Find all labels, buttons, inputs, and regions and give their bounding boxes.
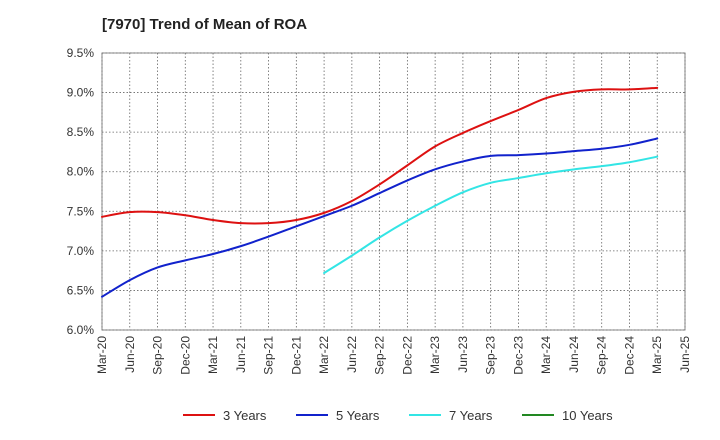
x-tick-label: Jun-24	[567, 336, 581, 373]
y-tick-label: 8.0%	[67, 165, 95, 179]
series-line-5-years	[101, 137, 659, 298]
x-tick-label: Jun-21	[234, 336, 248, 373]
x-tick-label: Dec-21	[289, 336, 303, 375]
y-tick-label: 7.0%	[67, 244, 95, 258]
x-tick-label: Sep-24	[595, 336, 609, 375]
series-line-3-years	[101, 86, 659, 225]
x-tick-label: Sep-20	[151, 336, 165, 375]
x-tick-label: Sep-23	[484, 336, 498, 375]
x-tick-label: Dec-23	[511, 336, 525, 375]
x-tick-label: Jun-25	[678, 336, 692, 373]
legend: 3 Years 5 Years 7 Years 10 Years	[183, 408, 613, 423]
plot-area	[101, 52, 686, 331]
y-tick-label: 6.5%	[67, 283, 95, 297]
legend-label-3-years: 3 Years	[223, 408, 267, 423]
x-tick-label: Jun-22	[345, 336, 359, 373]
series-line-7-years	[323, 155, 659, 275]
x-tick-label: Sep-22	[373, 336, 387, 375]
y-axis-ticks: 6.0% 6.5% 7.0% 7.5% 8.0% 8.5% 9.0% 9.5%	[67, 46, 95, 337]
grid	[101, 52, 686, 331]
x-tick-label: Mar-21	[206, 336, 220, 374]
chart-title: [7970] Trend of Mean of ROA	[102, 16, 307, 33]
x-tick-label: Jun-20	[123, 336, 137, 373]
x-tick-label: Mar-20	[95, 336, 109, 374]
y-tick-label: 8.5%	[67, 125, 95, 139]
x-tick-label: Mar-24	[539, 336, 553, 374]
legend-label-7-years: 7 Years	[449, 408, 493, 423]
x-tick-label: Dec-24	[622, 336, 636, 375]
x-tick-label: Mar-22	[317, 336, 331, 374]
y-tick-label: 9.5%	[67, 46, 95, 60]
x-tick-label: Sep-21	[262, 336, 276, 375]
y-tick-label: 9.0%	[67, 86, 95, 100]
legend-label-5-years: 5 Years	[336, 408, 380, 423]
series-lines	[101, 86, 659, 298]
x-tick-label: Dec-20	[178, 336, 192, 375]
x-tick-label: Jun-23	[456, 336, 470, 373]
legend-label-10-years: 10 Years	[562, 408, 613, 423]
y-tick-label: 6.0%	[67, 323, 95, 337]
x-tick-label: Mar-23	[428, 336, 442, 374]
x-tick-label: Mar-25	[650, 336, 664, 374]
y-tick-label: 7.5%	[67, 204, 95, 218]
x-tick-label: Dec-22	[400, 336, 414, 375]
x-axis-ticks: Mar-20 Jun-20 Sep-20 Dec-20 Mar-21 Jun-21 Sep-…	[95, 336, 692, 375]
